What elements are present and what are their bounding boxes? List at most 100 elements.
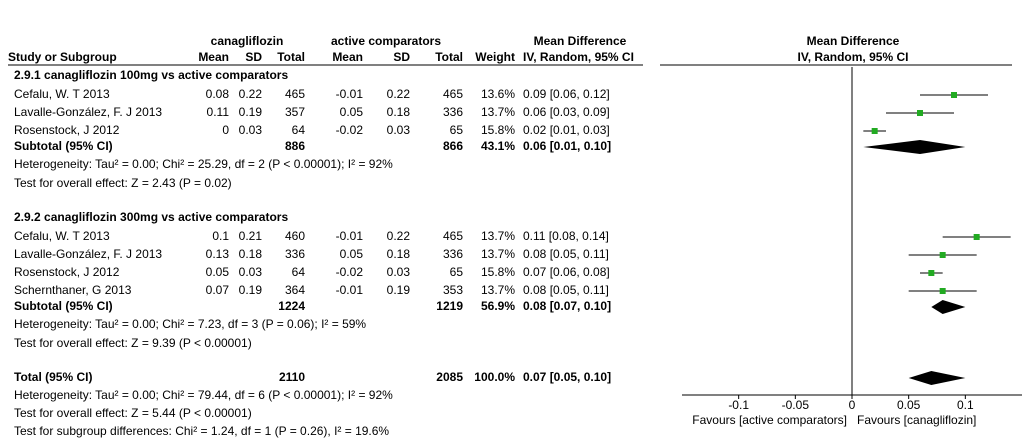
cell: 336	[443, 105, 463, 119]
cell: -0.02	[336, 123, 364, 137]
cell: 336	[443, 247, 463, 261]
cell: 0.21	[239, 229, 263, 243]
overall-effect: Test for overall effect: Z = 2.43 (P = 0…	[14, 176, 232, 190]
column-header: SD	[245, 50, 262, 64]
plot-title: Mean Difference	[807, 34, 900, 48]
cell: 13.7%	[481, 247, 515, 261]
subtotal-label: Subtotal (95% CI)	[14, 139, 113, 153]
column-header: Mean	[198, 50, 229, 64]
heterogeneity: Heterogeneity: Tau² = 0.00; Chi² = 79.44…	[14, 388, 393, 402]
cell: 0	[222, 123, 229, 137]
cell: 0.07	[206, 283, 230, 297]
column-header: SD	[393, 50, 410, 64]
subgroup-differences: Test for subgroup differences: Chi² = 1.…	[14, 424, 389, 438]
cell: -0.01	[336, 283, 364, 297]
point-estimate	[973, 234, 980, 240]
cell: 357	[285, 105, 305, 119]
cell: 13.7%	[481, 283, 515, 297]
pooled-diamond	[908, 371, 966, 385]
overall-effect: Test for overall effect: Z = 9.39 (P < 0…	[14, 336, 252, 350]
ci-text: 0.08 [0.05, 0.11]	[523, 283, 609, 297]
column-header: Study or Subgroup	[8, 50, 117, 64]
cell: 364	[285, 283, 305, 297]
column-header: Total	[435, 50, 463, 64]
cell: 1219	[436, 299, 463, 313]
cell: 465	[285, 87, 305, 101]
column-header: Weight	[475, 50, 515, 64]
overall-effect: Test for overall effect: Z = 5.44 (P < 0…	[14, 406, 252, 420]
cell: 15.8%	[481, 123, 515, 137]
cell: 0.1	[212, 229, 229, 243]
cell: 353	[443, 283, 463, 297]
study-name: Cefalu, W. T 2013	[14, 87, 110, 101]
cell: 13.6%	[481, 87, 515, 101]
column-header: Total	[277, 50, 305, 64]
point-estimate	[917, 110, 923, 116]
cell: 0.19	[239, 105, 263, 119]
cell: 2110	[279, 370, 305, 384]
cell: 336	[285, 247, 305, 261]
cell: 0.18	[387, 105, 411, 119]
cell: 2085	[436, 370, 463, 384]
cell: 866	[443, 139, 463, 153]
point-estimate	[951, 92, 957, 98]
cell: 0.19	[387, 283, 411, 297]
ci-text: 0.06 [0.03, 0.09]	[523, 105, 610, 119]
cell: -0.01	[336, 87, 364, 101]
ci-text: 0.07 [0.05, 0.10]	[523, 370, 611, 384]
cell: 886	[285, 139, 305, 153]
cell: 1224	[278, 299, 305, 313]
ci-text: 0.08 [0.05, 0.11]	[523, 247, 609, 261]
cell: 460	[285, 229, 305, 243]
cell: 0.03	[239, 123, 263, 137]
point-estimate	[939, 252, 946, 258]
x-tick-label: -0.1	[728, 398, 749, 412]
x-tick-label: 0	[849, 398, 856, 412]
cell: 0.22	[239, 87, 263, 101]
ci-text: 0.09 [0.06, 0.12]	[523, 87, 610, 101]
cell: 64	[292, 123, 306, 137]
ci-text: 0.11 [0.08, 0.14]	[523, 229, 609, 243]
study-name: Schernthaner, G 2013	[14, 283, 132, 297]
study-name: Rosenstock, J 2012	[14, 265, 120, 279]
cell: 13.7%	[481, 229, 515, 243]
plot-subtitle: IV, Random, 95% CI	[798, 50, 909, 64]
study-name: Lavalle-González, F. J 2013	[14, 105, 162, 119]
cell: 465	[443, 229, 463, 243]
cell: -0.01	[336, 229, 364, 243]
cell: 465	[443, 87, 463, 101]
cell: 0.08	[206, 87, 230, 101]
study-name: Cefalu, W. T 2013	[14, 229, 110, 243]
pooled-diamond	[863, 140, 966, 154]
ci-text: 0.07 [0.06, 0.08]	[523, 265, 610, 279]
subtotal-label: Subtotal (95% CI)	[14, 299, 113, 313]
effect-header: Mean Difference	[534, 34, 627, 48]
group-header: canagliflozin	[211, 34, 284, 48]
cell: 0.22	[387, 87, 411, 101]
point-estimate	[939, 288, 946, 294]
pooled-diamond	[931, 300, 966, 314]
cell: 0.13	[206, 247, 230, 261]
cell: 0.11	[207, 105, 230, 119]
cell: 13.7%	[481, 105, 515, 119]
column-header: Mean	[332, 50, 363, 64]
cell: 0.03	[387, 265, 411, 279]
cell: 43.1%	[481, 139, 515, 153]
subgroup-title: 2.9.1 canagliflozin 100mg vs active comp…	[14, 68, 288, 82]
cell: 0.05	[206, 265, 230, 279]
cell: -0.02	[336, 265, 364, 279]
heterogeneity: Heterogeneity: Tau² = 0.00; Chi² = 7.23,…	[14, 317, 366, 331]
cell: 56.9%	[481, 299, 515, 313]
heterogeneity: Heterogeneity: Tau² = 0.00; Chi² = 25.29…	[14, 157, 393, 171]
cell: 0.03	[387, 123, 411, 137]
cell: 15.8%	[481, 265, 515, 279]
total-label: Total (95% CI)	[14, 370, 92, 384]
cell: 0.05	[340, 247, 364, 261]
cell: 65	[450, 123, 464, 137]
point-estimate	[928, 270, 935, 276]
favours-left: Favours [active comparators]	[692, 413, 847, 427]
cell: 64	[292, 265, 306, 279]
ci-text: 0.08 [0.07, 0.10]	[523, 299, 611, 313]
x-tick-label: -0.05	[782, 398, 810, 412]
